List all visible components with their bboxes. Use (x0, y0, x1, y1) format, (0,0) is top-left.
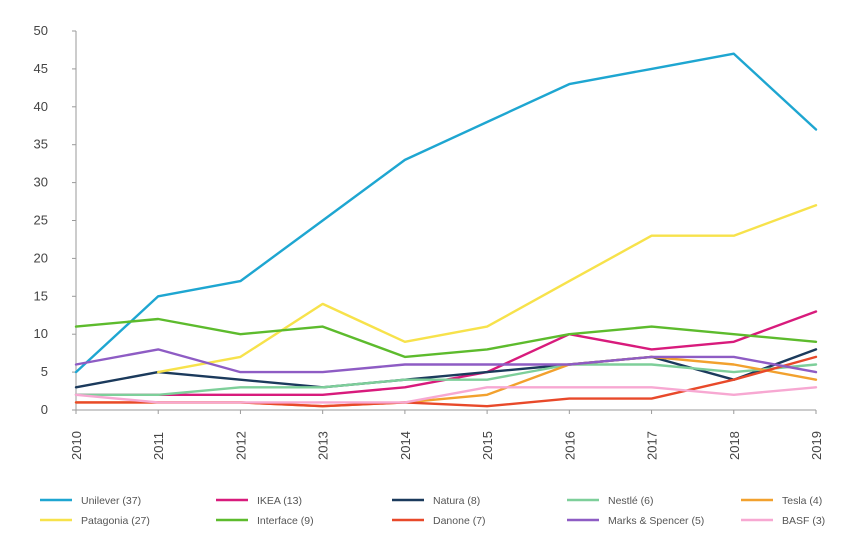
y-tick-label: 50 (34, 23, 48, 38)
legend-item: Unilever (37) (40, 495, 141, 507)
y-tick-label: 30 (34, 175, 48, 190)
legend-label: Tesla (4) (782, 495, 822, 507)
legend-label: Interface (9) (257, 515, 314, 527)
x-tick-label: 2017 (645, 431, 660, 460)
x-tick-label: 2013 (316, 431, 331, 460)
legend-label: Unilever (37) (81, 495, 141, 507)
series-line-interface-9 (74, 317, 818, 359)
y-tick-label: 15 (34, 288, 48, 303)
series-lines (74, 52, 818, 408)
series-line-patagonia-27 (157, 204, 818, 374)
series-line-nestl-6 (74, 363, 818, 396)
x-tick-label: 2011 (151, 432, 166, 460)
y-tick-label: 10 (34, 326, 48, 341)
legend-item: Danone (7) (392, 515, 486, 527)
legend-item: Interface (9) (216, 515, 314, 527)
series-line-unilever-37 (74, 52, 818, 374)
legend-label: Natura (8) (433, 495, 480, 507)
legend-label: Nestlé (6) (608, 495, 654, 507)
x-tick-label: 2019 (809, 431, 824, 460)
y-tick-label: 45 (34, 61, 48, 76)
legend: Unilever (37) IKEA (13) Natura (8) Nestlé (… (40, 495, 825, 527)
y-tick-label: 40 (34, 99, 48, 114)
x-tick-label: 2016 (562, 431, 577, 460)
y-tick-label: 20 (34, 250, 48, 265)
legend-item: Natura (8) (392, 495, 480, 507)
y-tick-label: 35 (34, 137, 48, 152)
x-tick-label: 2010 (69, 431, 84, 460)
legend-item: Patagonia (27) (40, 515, 150, 527)
legend-item: BASF (3) (741, 515, 825, 527)
legend-item: Tesla (4) (741, 495, 822, 507)
legend-label: Patagonia (27) (81, 515, 150, 527)
legend-item: Nestlé (6) (567, 495, 654, 507)
x-tick-label: 2018 (727, 431, 742, 460)
legend-item: Marks & Spencer (5) (567, 515, 704, 527)
y-tick-label: 0 (41, 402, 48, 417)
legend-label: IKEA (13) (257, 495, 302, 507)
x-tick-label: 2015 (480, 431, 495, 460)
series-line-marks-spencer-5 (74, 348, 818, 374)
y-tick-label: 25 (34, 213, 48, 228)
y-tick-label: 5 (41, 364, 48, 379)
legend-label: Danone (7) (433, 515, 486, 527)
series-line-basf-3 (74, 386, 818, 404)
x-tick-label: 2012 (233, 431, 248, 460)
legend-label: Marks & Spencer (5) (608, 515, 704, 527)
x-tick-label: 2014 (398, 431, 413, 460)
legend-label: BASF (3) (782, 515, 825, 527)
axes: 0 5 10 15 20 25 30 35 40 45 50 2010 2011 2012 2013 2014… (34, 23, 824, 460)
legend-item: IKEA (13) (216, 495, 302, 507)
